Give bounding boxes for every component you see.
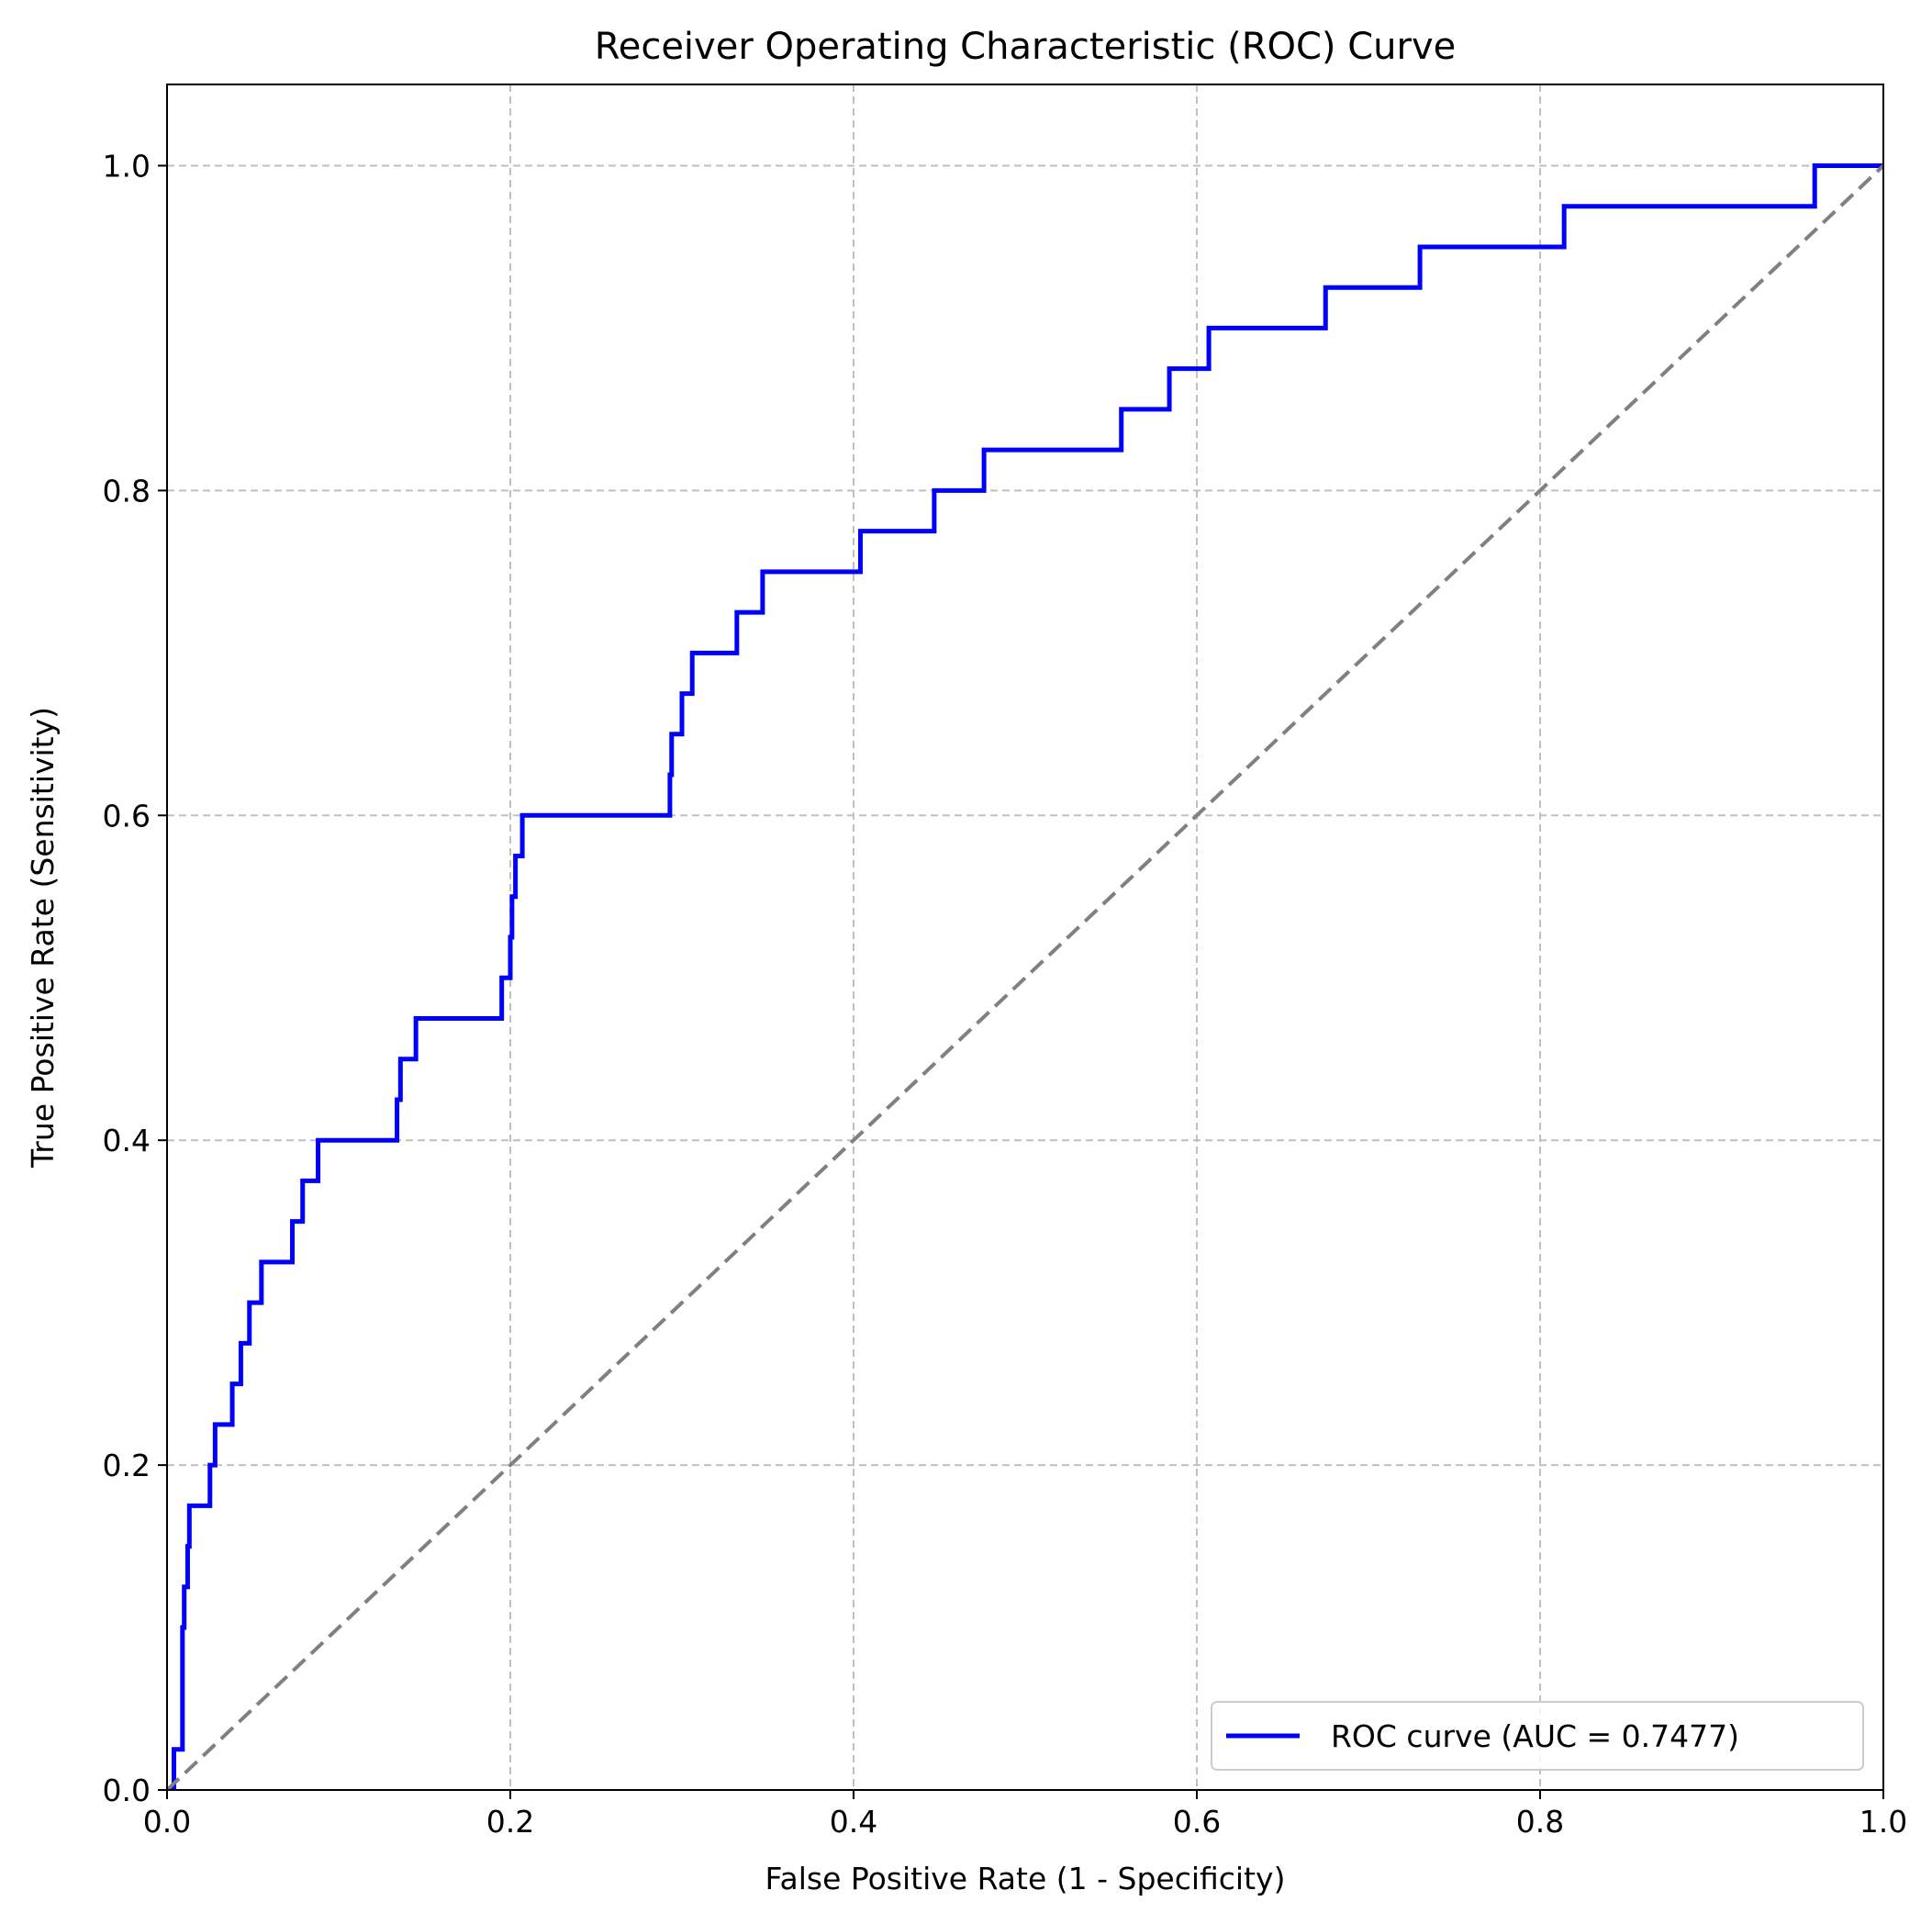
y-axis-title: True Positive Rate (Sensitivity) xyxy=(25,707,61,1169)
legend-box xyxy=(1211,1701,1864,1771)
y-tick-label-5: 1.0 xyxy=(103,148,151,184)
tick-layer: 0.0 0.2 0.4 0.6 0.8 1.0 0.0 0.2 0.4 0.6 0.8 1.0 xyxy=(103,148,1908,1840)
chart-title: Receiver Operating Characteristic (ROC) … xyxy=(595,26,1457,68)
y-tick-label-1: 0.2 xyxy=(103,1448,151,1483)
legend-label-roc-curve: ROC curve (AUC = 0.7477) xyxy=(1331,1718,1739,1754)
roc-curve-line xyxy=(167,162,1883,1790)
legend: ROC curve (AUC = 0.7477) xyxy=(1211,1701,1864,1771)
x-tick-label-4: 0.8 xyxy=(1516,1804,1564,1840)
x-tick-label-5: 1.0 xyxy=(1859,1804,1907,1840)
series-layer xyxy=(167,162,1883,1790)
x-tick-label-1: 0.2 xyxy=(486,1804,534,1840)
y-tick-label-2: 0.4 xyxy=(103,1123,151,1158)
y-tick-label-4: 0.8 xyxy=(103,473,151,509)
y-tick-label-0: 0.0 xyxy=(103,1773,151,1808)
x-tick-label-0: 0.0 xyxy=(143,1804,191,1840)
y-tick-label-3: 0.6 xyxy=(103,798,151,833)
x-tick-label-3: 0.6 xyxy=(1173,1804,1221,1840)
random-classifier-line xyxy=(167,164,1883,1790)
x-tick-label-2: 0.4 xyxy=(830,1804,877,1840)
x-axis-title: False Positive Rate (1 - Specificity) xyxy=(765,1861,1286,1896)
plot-frame xyxy=(166,84,1884,1791)
